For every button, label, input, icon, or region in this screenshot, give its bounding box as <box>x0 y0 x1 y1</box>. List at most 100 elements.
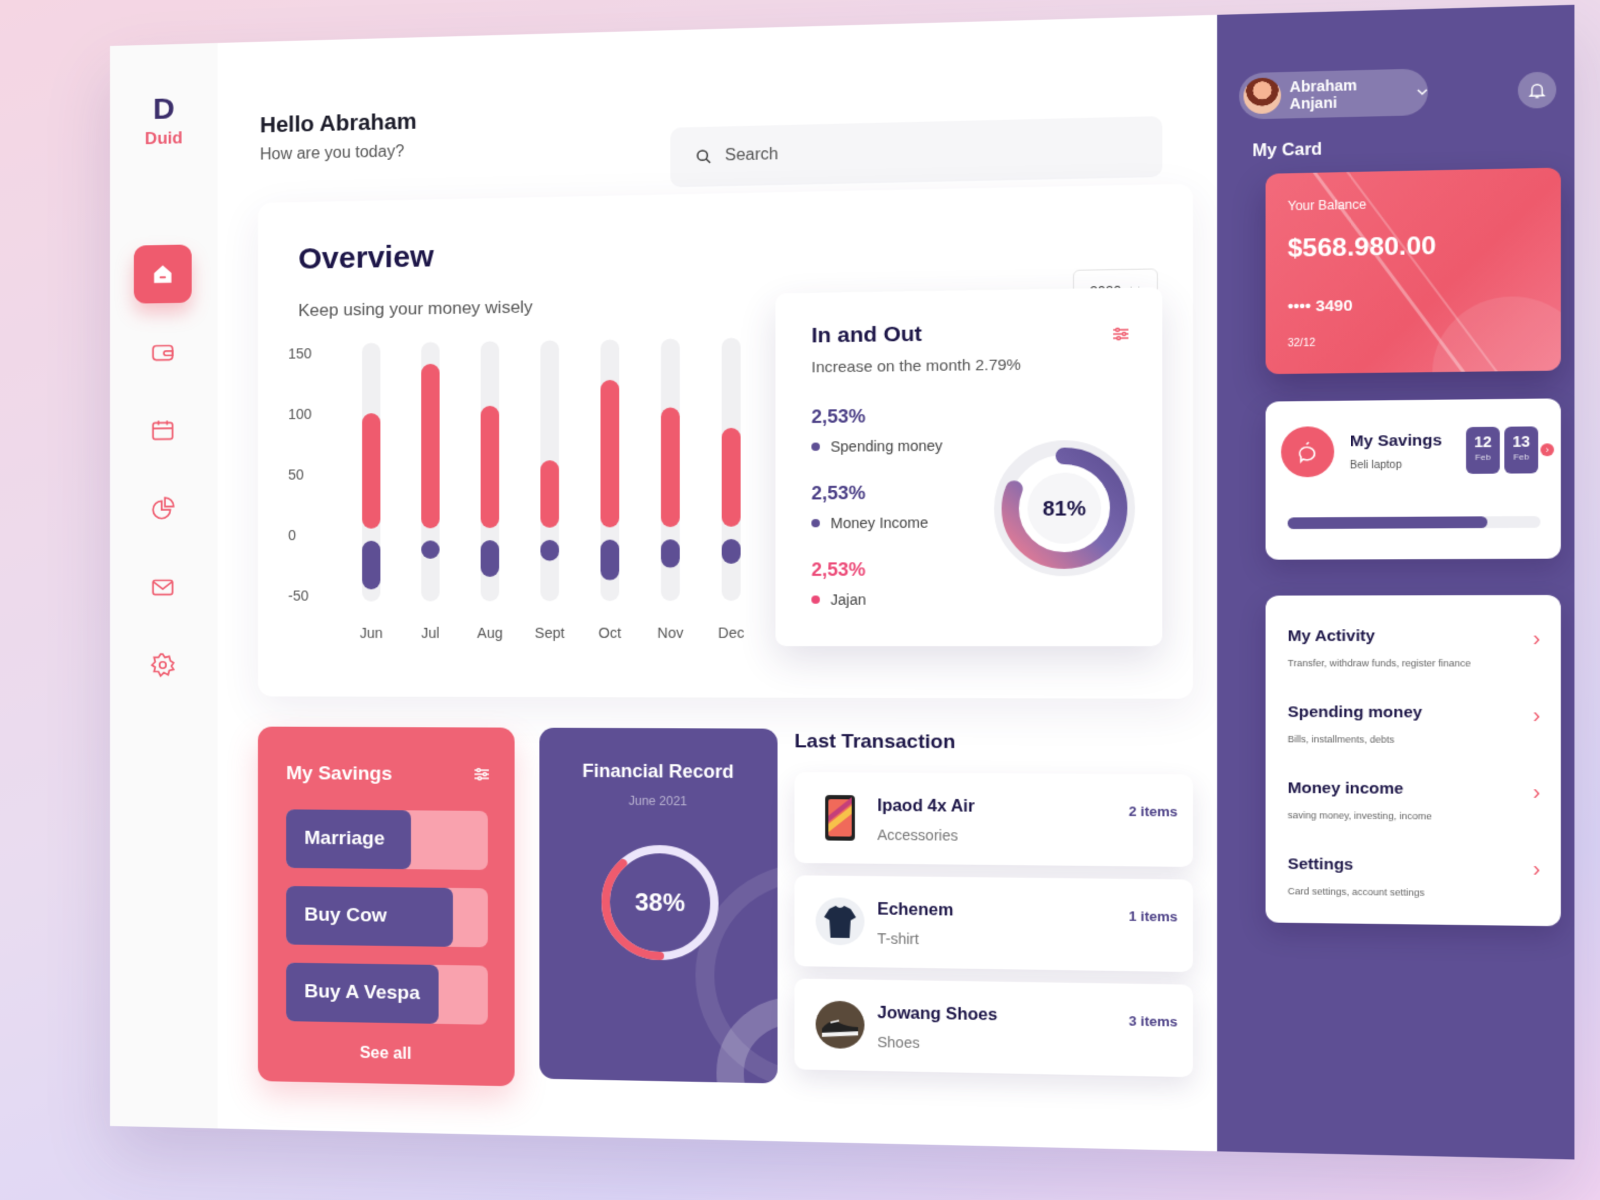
chevron-right-icon: › <box>1533 858 1541 883</box>
search-icon <box>695 148 712 165</box>
y-tick-label: 150 <box>288 345 312 362</box>
balance-card[interactable]: Your Balance $568.980.00 •••• 3490 32/12 <box>1266 168 1561 375</box>
gear-icon <box>150 652 176 678</box>
logo[interactable]: D Duid <box>110 91 218 150</box>
stat-value: 2,53% <box>811 559 866 581</box>
x-tick-label: Sept <box>535 625 565 641</box>
sidebar-item-home[interactable] <box>134 244 192 303</box>
savings-goal-label: Marriage <box>304 828 384 851</box>
see-all-link[interactable]: See all <box>258 1043 515 1066</box>
search-input[interactable] <box>725 138 1132 166</box>
card-number: •••• 3490 <box>1288 297 1353 316</box>
financial-record-donut: 38% <box>595 838 725 967</box>
transaction-category: Accessories <box>877 826 958 843</box>
avatar <box>1244 77 1281 114</box>
bar <box>421 364 439 529</box>
wallet-icon <box>150 339 176 365</box>
sidebar-item-statistics[interactable] <box>134 479 192 538</box>
stat-value: 2,53% <box>811 482 928 505</box>
tshirt-icon <box>816 896 865 946</box>
chevron-right-icon[interactable]: › <box>1540 443 1554 456</box>
in-out-stat: 2,53% Spending money <box>811 405 942 455</box>
date-chip[interactable]: 12 Feb <box>1466 427 1500 474</box>
bar <box>601 380 620 528</box>
menu-item-spending-money[interactable]: Spending money Bills, installments, debt… <box>1288 703 1543 763</box>
transaction-name: Jowang Shoes <box>877 1005 997 1026</box>
last-transaction-title: Last Transaction <box>794 731 955 755</box>
stat-label: Spending money <box>830 437 942 455</box>
menu-item-title: Settings <box>1288 855 1543 876</box>
overview-subtitle: Keep using your money wisely <box>298 297 533 321</box>
card-expiry: 32/12 <box>1288 338 1316 350</box>
menu-item-subtitle: Transfer, withdraw funds, register finan… <box>1288 658 1543 669</box>
menu-item-subtitle: Bills, installments, debts <box>1288 734 1543 746</box>
sidebar-item-wallet[interactable] <box>134 323 192 382</box>
transaction-row[interactable]: Echenem T-shirt 1 items <box>794 875 1193 972</box>
my-card-label: My Card <box>1252 141 1322 162</box>
bell-icon <box>1527 80 1547 100</box>
sidebar: D Duid <box>110 43 218 1128</box>
savings-goal-fill: Marriage <box>286 809 411 869</box>
transaction-count: 1 items <box>1129 908 1178 924</box>
mail-icon <box>150 574 176 600</box>
donut-label: 81% <box>1043 498 1087 521</box>
menu-item-my-activity[interactable]: My Activity Transfer, withdraw funds, re… <box>1288 627 1543 687</box>
financial-record-title: Financial Record <box>539 760 777 783</box>
in-out-stat: 2,53% Jajan <box>811 559 866 608</box>
chevron-down-icon <box>1417 86 1428 97</box>
date-chip[interactable]: 13 Feb <box>1504 426 1538 473</box>
balance-label: Your Balance <box>1288 197 1367 213</box>
menu-item-money-income[interactable]: Money income saving money, investing, in… <box>1288 779 1543 840</box>
x-tick-label: Jul <box>421 625 439 641</box>
sidebar-item-settings[interactable] <box>134 636 192 694</box>
menu-item-title: Money income <box>1288 779 1543 799</box>
savings-goal-fill: Buy A Vespa <box>286 963 439 1024</box>
x-tick-label: Jun <box>360 625 383 641</box>
bar <box>540 540 559 561</box>
savings-summary-title: My Savings <box>1350 432 1442 451</box>
y-tick-label: 100 <box>288 406 312 422</box>
bar <box>722 428 741 527</box>
user-name: Abraham Anjani <box>1290 75 1408 112</box>
date-month: Feb <box>1504 452 1538 462</box>
chevron-right-icon: › <box>1533 627 1541 652</box>
savings-goal[interactable]: Marriage <box>286 809 488 870</box>
donut-label: 38% <box>635 889 685 917</box>
legend-dot <box>811 443 819 451</box>
greeting-subtitle: How are you today? <box>260 143 404 164</box>
legend-dot <box>811 595 819 603</box>
chevron-right-icon: › <box>1533 781 1541 806</box>
calendar-icon <box>150 417 176 443</box>
legend-dot <box>811 519 819 527</box>
financial-record-date: June 2021 <box>539 793 777 809</box>
transaction-row[interactable]: Ipaod 4x Air Accessories 2 items <box>794 772 1193 867</box>
chevron-right-icon: › <box>1533 704 1541 729</box>
filter-icon[interactable] <box>473 766 489 782</box>
x-tick-label: Aug <box>477 625 503 641</box>
bar <box>540 460 559 527</box>
date-month: Feb <box>1466 452 1500 462</box>
overview-bar-chart: 150100500-50Jun Jul Aug Sept Oct Nov Dec <box>278 337 763 677</box>
savings-goal-label: Buy Cow <box>304 904 386 927</box>
right-panel: Abraham Anjani My Card Your Balance $568… <box>1217 5 1574 1160</box>
my-savings-title: My Savings <box>286 763 392 786</box>
search-bar[interactable] <box>670 116 1162 187</box>
sidebar-item-calendar[interactable] <box>134 401 192 460</box>
notification-button[interactable] <box>1518 72 1556 109</box>
filter-icon[interactable] <box>1112 325 1129 342</box>
savings-goal[interactable]: Buy A Vespa <box>286 963 488 1025</box>
transaction-row[interactable]: Jowang Shoes Shoes 3 items <box>794 979 1193 1078</box>
shoe-icon <box>816 1000 865 1051</box>
savings-summary-card[interactable]: My Savings Beli laptop 12 Feb 13 Feb › <box>1266 398 1561 559</box>
bar <box>661 539 680 567</box>
transaction-count: 2 items <box>1129 803 1178 819</box>
sidebar-item-messages[interactable] <box>134 558 192 616</box>
in-out-stat: 2,53% Money Income <box>811 482 928 531</box>
stat-label: Jajan <box>830 591 866 608</box>
y-tick-label: 50 <box>288 466 304 482</box>
y-tick-label: -50 <box>288 587 309 603</box>
bar <box>722 539 741 564</box>
user-menu[interactable]: Abraham Anjani <box>1239 68 1428 119</box>
savings-goal[interactable]: Buy Cow <box>286 886 488 947</box>
menu-item-settings[interactable]: Settings Card settings, account settings… <box>1288 855 1543 917</box>
